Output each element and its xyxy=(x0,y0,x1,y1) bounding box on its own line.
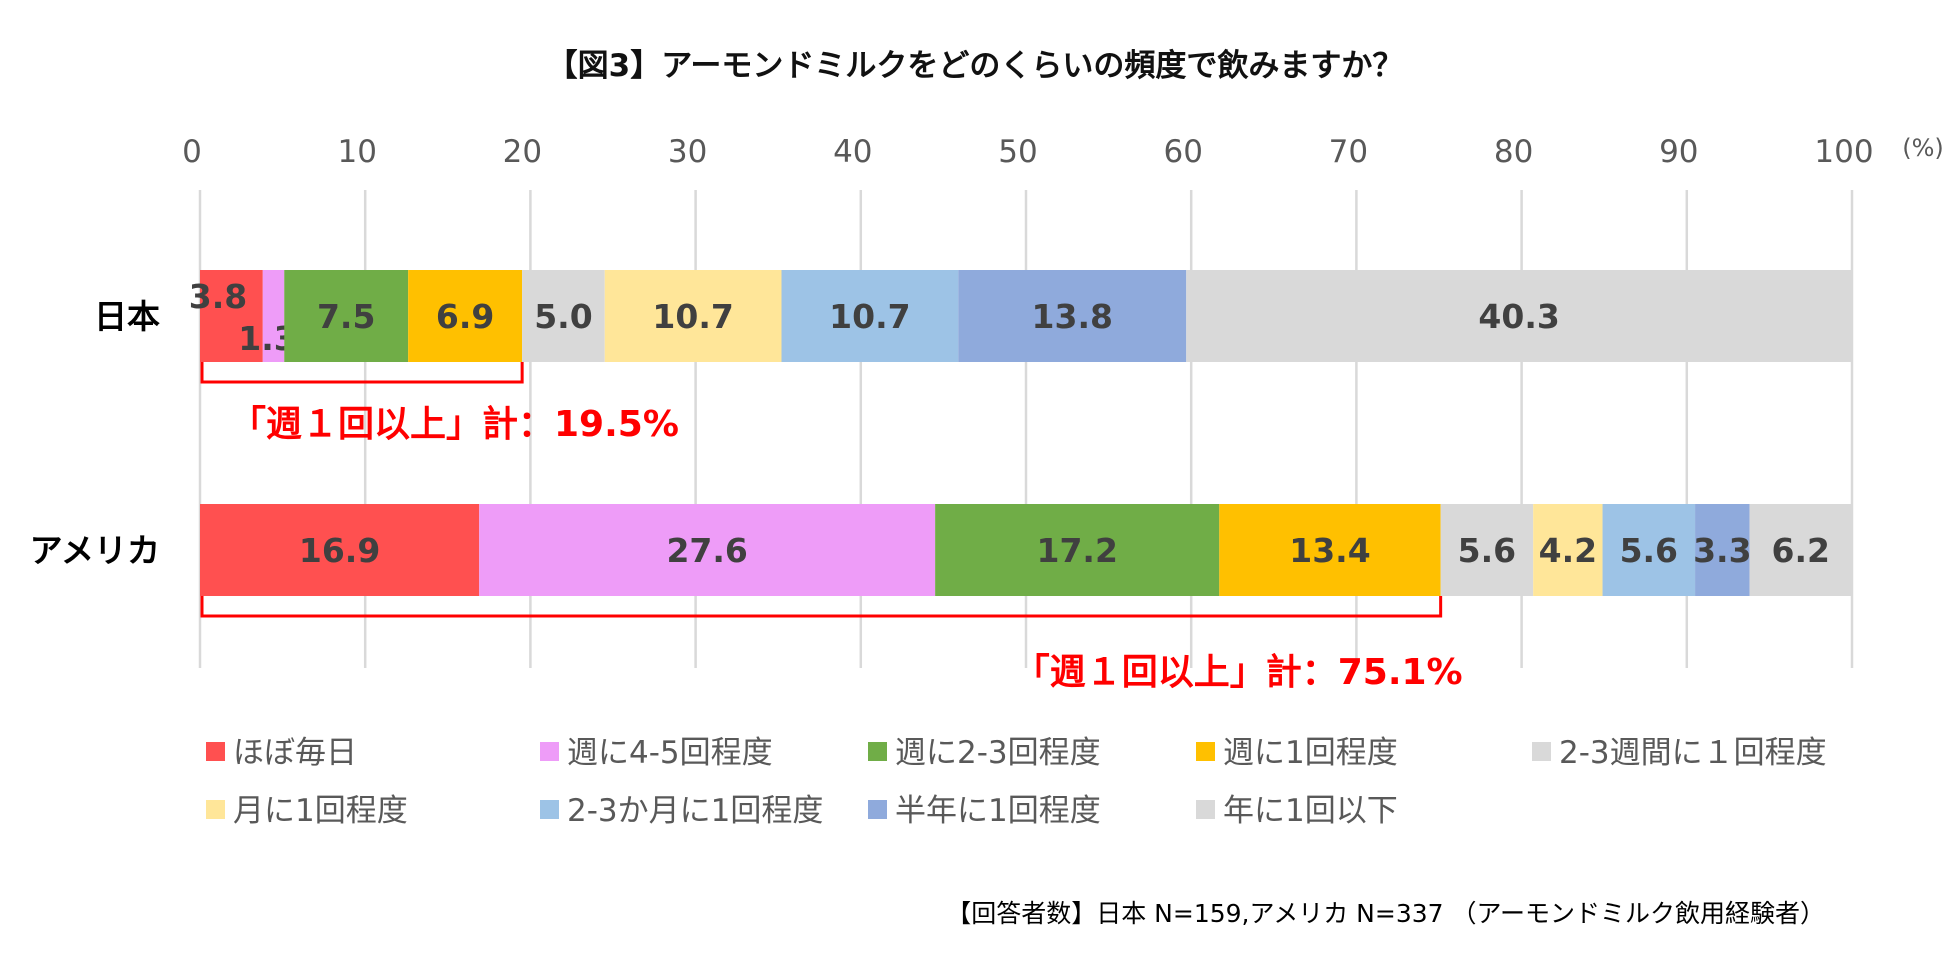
category-label: アメリカ xyxy=(30,531,160,570)
bar-segment xyxy=(1219,504,1441,596)
legend-label: 週に2-3回程度 xyxy=(895,735,1101,771)
data-label: 3.3 xyxy=(1693,531,1751,570)
legend-swatch xyxy=(206,742,225,761)
data-label: 16.9 xyxy=(299,531,380,570)
data-label: 10.7 xyxy=(652,297,733,336)
data-label: 13.8 xyxy=(1032,297,1113,336)
x-tick-label: 50 xyxy=(998,134,1037,170)
data-label: 40.3 xyxy=(1478,297,1559,336)
legend-swatch xyxy=(868,742,887,761)
bar-segment xyxy=(1695,504,1750,596)
bar-segment xyxy=(284,270,409,362)
legend-swatch xyxy=(868,800,887,819)
legend-label: 週に4-5回程度 xyxy=(567,735,773,771)
bar-segment xyxy=(479,504,936,596)
annotation-label: 「週１回以上」計：75.1% xyxy=(1014,652,1463,693)
bar-segment xyxy=(200,270,263,362)
legend-swatch xyxy=(540,800,559,819)
data-label: 5.6 xyxy=(1620,531,1678,570)
bar-segment xyxy=(1749,504,1852,596)
bar-segment xyxy=(1602,504,1696,596)
x-tick-label: 70 xyxy=(1329,134,1368,170)
legend-label: 半年に1回程度 xyxy=(895,793,1101,829)
annotation-label: 「週１回以上」計：19.5% xyxy=(230,404,679,445)
bar-segment xyxy=(958,270,1187,362)
legend-label: 2-3週間に１回程度 xyxy=(1559,735,1827,771)
x-tick-label: 100 xyxy=(1814,134,1873,170)
x-tick-label: 0 xyxy=(182,134,202,170)
data-label: 13.4 xyxy=(1289,531,1370,570)
x-tick-label: 80 xyxy=(1494,134,1533,170)
legend-swatch xyxy=(206,800,225,819)
bar-segment xyxy=(1440,504,1534,596)
x-tick-label: 30 xyxy=(668,134,707,170)
bar-segment xyxy=(1533,504,1603,596)
legend-label: 週に1回程度 xyxy=(1223,735,1398,771)
bar-segment xyxy=(1186,270,1852,362)
legend-label: 月に1回程度 xyxy=(233,793,408,829)
data-label: 6.9 xyxy=(436,297,494,336)
bar-segment xyxy=(781,270,959,362)
x-tick-label: 20 xyxy=(503,134,542,170)
data-label: 6.2 xyxy=(1772,531,1830,570)
unit-label: (%) xyxy=(1902,134,1944,162)
legend-swatch xyxy=(1532,742,1551,761)
footnote: 【回答者数】日本 N=159,アメリカ N=337 （アーモンドミルク飲用経験者… xyxy=(946,899,1825,928)
x-tick-label: 40 xyxy=(833,134,872,170)
chart-title: 【図3】アーモンドミルクをどのくらいの頻度で飲みますか？ xyxy=(547,48,1404,84)
bar-segment xyxy=(935,504,1220,596)
brackets: 「週１回以上」計：19.5% 「週１回以上」計：75.1% xyxy=(200,362,1463,693)
data-label: 5.0 xyxy=(534,297,592,336)
data-label: 4.2 xyxy=(1539,531,1597,570)
category-label: 日本 xyxy=(94,297,160,336)
data-label: 3.8 xyxy=(189,277,247,316)
legend-label: 年に1回以下 xyxy=(1223,793,1398,829)
x-axis-ticks: 0 10 20 30 40 50 60 70 80 90 100 xyxy=(182,134,1873,170)
legend-label: 2-3か月に1回程度 xyxy=(567,793,823,829)
bar-segment xyxy=(200,504,480,596)
bar-segment xyxy=(262,270,285,362)
data-label: 5.6 xyxy=(1458,531,1516,570)
legend-swatch xyxy=(1196,742,1215,761)
legend-label: ほぼ毎日 xyxy=(233,735,357,771)
legend-swatch xyxy=(540,742,559,761)
legend-swatch xyxy=(1196,800,1215,819)
data-label: 7.5 xyxy=(317,297,375,336)
x-tick-label: 60 xyxy=(1163,134,1202,170)
bar-segment xyxy=(604,270,782,362)
bar-segment xyxy=(522,270,605,362)
data-label: 17.2 xyxy=(1037,531,1118,570)
legend: ほぼ毎日 週に4-5回程度 週に2-3回程度 週に1回程度 2-3週間に１回程度月に1回… xyxy=(206,735,1827,829)
data-label: 27.6 xyxy=(666,531,747,570)
x-tick-label: 10 xyxy=(337,134,376,170)
bar-segment xyxy=(408,270,523,362)
annotation-bracket xyxy=(200,362,524,384)
data-label: 10.7 xyxy=(829,297,910,336)
annotation-bracket xyxy=(200,596,1443,618)
x-tick-label: 90 xyxy=(1659,134,1698,170)
